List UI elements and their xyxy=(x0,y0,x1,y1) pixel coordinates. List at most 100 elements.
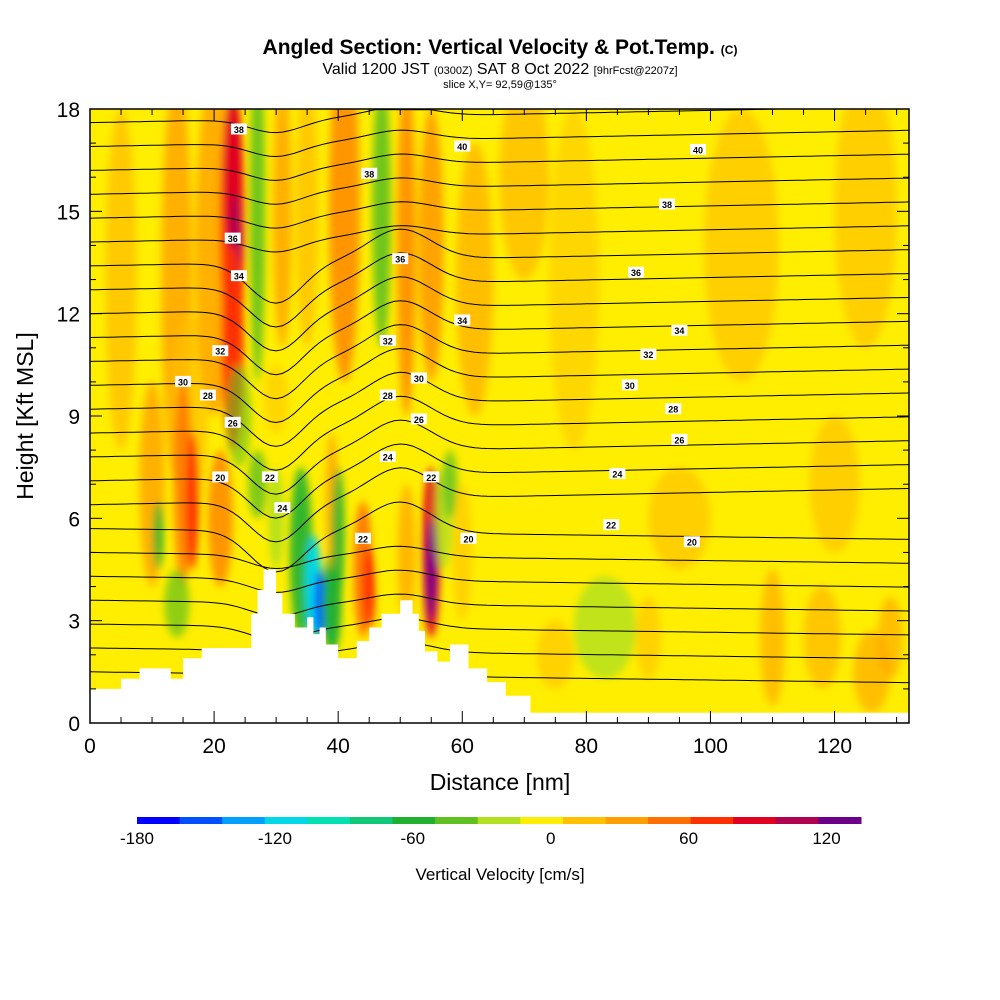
y-tick-label: 12 xyxy=(57,304,80,327)
contour-label-bg xyxy=(423,471,440,483)
contour-label: 28 xyxy=(665,403,682,415)
contour-label-bg xyxy=(671,433,688,445)
velocity-cell xyxy=(186,433,199,570)
velocity-cell xyxy=(397,484,416,621)
contour-label-bg xyxy=(671,324,688,336)
colorbar-tick-label: -180 xyxy=(120,829,154,848)
theta-contour xyxy=(90,252,909,328)
x-tick-label: 20 xyxy=(202,735,225,758)
velocity-cell xyxy=(105,109,137,451)
colorbar-tick-label: 120 xyxy=(812,829,840,848)
velocity-cell xyxy=(704,109,779,382)
contour-label-text: 22 xyxy=(426,473,436,483)
colorbar-tick-label: 0 xyxy=(546,829,555,848)
x-axis: 0 20 40 60 80 100 120 xyxy=(84,109,898,758)
contour-label-text: 36 xyxy=(631,268,641,278)
contour-label-text: 30 xyxy=(625,381,635,391)
theta-contour xyxy=(90,129,909,158)
contour-label-text: 40 xyxy=(693,145,703,155)
theta-contour xyxy=(90,617,909,641)
theta-contour xyxy=(90,177,909,205)
contour-label-text: 28 xyxy=(668,405,678,415)
contour-label: 38 xyxy=(230,123,247,135)
contour-label-text: 26 xyxy=(414,415,424,425)
contour-label: 40 xyxy=(454,140,471,152)
contour-label: 36 xyxy=(628,266,644,278)
contour-label: 36 xyxy=(224,232,241,244)
contour-label-text: 34 xyxy=(674,326,684,336)
velocity-cell xyxy=(226,364,252,468)
contour-label-bg xyxy=(392,253,409,265)
contour-label: 34 xyxy=(671,324,688,336)
forecast-info: [9hrFcst@2207z] xyxy=(593,65,678,77)
theta-contour xyxy=(90,201,909,229)
theta-contour xyxy=(90,347,909,424)
velocity-cell xyxy=(809,416,860,553)
contour-label: 26 xyxy=(410,413,427,425)
contour-label: 32 xyxy=(379,334,396,346)
chart-title-block: Angled Section: Vertical Velocity & Pot.… xyxy=(0,36,1000,91)
colorbar-swatch xyxy=(775,817,819,824)
contour-label-bg xyxy=(609,467,626,479)
velocity-cell xyxy=(314,569,325,638)
velocity-cell xyxy=(328,109,360,382)
velocity-cell xyxy=(418,109,444,382)
contour-label-bg xyxy=(274,502,291,514)
theta-contour xyxy=(90,569,909,593)
velocity-cell xyxy=(573,576,637,679)
slice-info: slice X,Y= 92,59@135° xyxy=(443,79,557,91)
contour-labels: 38 40 40 38 38 36 36 36 34 34 34 32 32 32 30 30 30 28 28 28… xyxy=(175,123,707,548)
contour-label: 30 xyxy=(410,372,427,384)
contour-label: 30 xyxy=(175,375,192,387)
contour-label-text: 32 xyxy=(643,350,653,360)
velocity-cell xyxy=(549,109,599,451)
colorbar-title: Vertical Velocity [cm/s] xyxy=(415,865,584,884)
y-tick-label: 0 xyxy=(68,713,80,736)
contour-label: 24 xyxy=(274,502,291,514)
colorbar-swatch xyxy=(264,817,308,824)
contour-label: 24 xyxy=(609,467,626,479)
contour-label-bg xyxy=(361,167,378,179)
colorbar-swatch xyxy=(520,817,564,824)
contour-label-text: 32 xyxy=(383,336,393,346)
velocity-cell xyxy=(452,484,472,621)
contour-label: 28 xyxy=(379,389,396,401)
velocity-cell xyxy=(331,467,345,604)
contour-label-text: 22 xyxy=(606,521,616,531)
contour-label-text: 36 xyxy=(228,234,238,244)
theta-contour xyxy=(90,153,909,181)
contour-label: 32 xyxy=(640,348,657,360)
contour-label-bg xyxy=(460,532,477,544)
theta-contour xyxy=(90,371,909,447)
colorbar-swatch xyxy=(648,817,692,824)
colorbar-swatch xyxy=(818,817,862,824)
contour-label: 22 xyxy=(423,471,440,483)
velocity-cell xyxy=(378,467,398,604)
contour-label-bg xyxy=(454,314,471,326)
colorbar-swatch xyxy=(733,817,777,824)
contour-label-text: 38 xyxy=(234,125,244,135)
velocity-cell xyxy=(636,596,661,679)
contour-label-bg xyxy=(379,389,396,401)
contour-label: 26 xyxy=(224,416,241,428)
contour-label-text: 28 xyxy=(383,391,393,401)
theta-contour xyxy=(90,593,909,617)
contour-label: 38 xyxy=(659,198,676,210)
velocity-cell xyxy=(648,467,711,570)
colorbar-swatch xyxy=(392,817,436,824)
y-tick-label: 3 xyxy=(68,611,80,634)
contour-label-text: 38 xyxy=(364,169,374,179)
contour-label-text: 30 xyxy=(178,377,188,387)
colorbar-swatch xyxy=(307,817,351,824)
title-text: Angled Section: Vertical Velocity & Pot.… xyxy=(262,36,715,59)
contour-label: 24 xyxy=(379,450,396,462)
contour-label: 20 xyxy=(212,471,229,483)
contour-label-bg xyxy=(224,416,241,428)
contour-label-text: 26 xyxy=(674,435,684,445)
colorbar-swatch xyxy=(222,817,266,824)
contour-label-text: 38 xyxy=(662,200,672,210)
velocity-cell xyxy=(456,143,494,417)
contour-label-bg xyxy=(683,536,700,548)
contour-label-bg xyxy=(230,123,247,135)
